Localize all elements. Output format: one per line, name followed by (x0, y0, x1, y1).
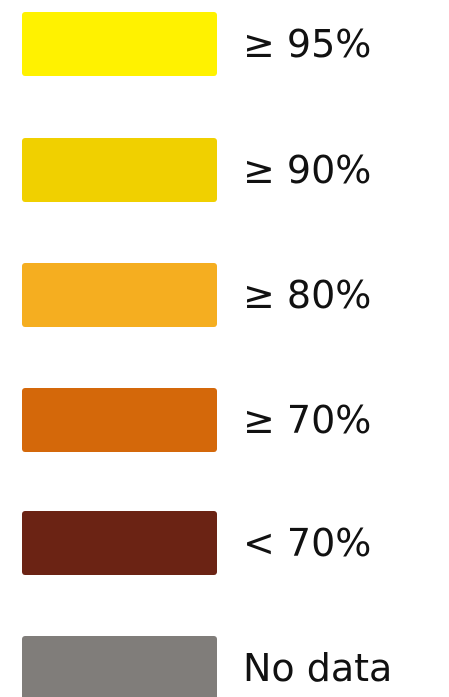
legend-label: No data (243, 646, 393, 690)
legend-swatch (22, 511, 217, 575)
legend-label: ≥ 80% (243, 273, 372, 317)
legend-item: No data (0, 636, 449, 697)
legend-swatch (22, 636, 217, 697)
legend-label: ≥ 95% (243, 22, 372, 66)
legend-item: ≥ 95% (0, 12, 449, 76)
legend-swatch (22, 263, 217, 327)
legend-item: ≥ 80% (0, 263, 449, 327)
legend-item: ≥ 70% (0, 388, 449, 452)
legend-swatch (22, 388, 217, 452)
legend-swatch (22, 12, 217, 76)
legend-label: ≥ 70% (243, 398, 372, 442)
legend-label: < 70% (243, 521, 372, 565)
legend-swatch (22, 138, 217, 202)
legend-item: ≥ 90% (0, 138, 449, 202)
legend-item: < 70% (0, 511, 449, 575)
legend-label: ≥ 90% (243, 148, 372, 192)
